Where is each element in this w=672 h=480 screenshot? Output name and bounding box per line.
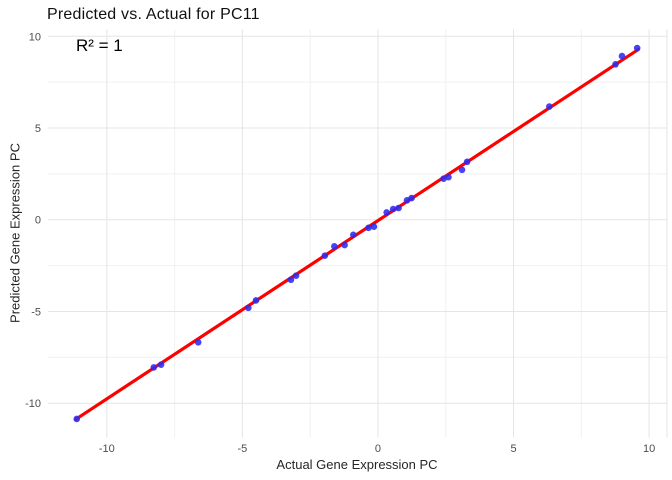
data-point (612, 61, 619, 68)
data-point (463, 158, 471, 166)
data-point (331, 243, 338, 250)
data-point (349, 231, 357, 239)
data-point (383, 209, 390, 216)
y-axis-title: Predicted Gene Expression PC (7, 143, 23, 323)
data-point (546, 103, 553, 110)
data-point (252, 297, 260, 304)
data-point (73, 415, 81, 423)
data-point (618, 52, 626, 60)
y-tick-label: 0 (35, 215, 41, 227)
y-tick-label: -10 (25, 398, 41, 410)
regression-line (74, 47, 640, 421)
y-tick-label: -5 (31, 306, 41, 318)
x-tick-label: 0 (375, 443, 381, 455)
data-point (194, 338, 202, 346)
chart-title: Predicted vs. Actual for PC11 (47, 6, 260, 23)
x-tick-label: -10 (99, 443, 115, 455)
r-squared-annotation: R² = 1 (76, 36, 123, 55)
data-point (458, 166, 466, 174)
data-point (365, 224, 372, 232)
x-tick-label: 10 (643, 443, 655, 455)
x-tick-label: -5 (238, 443, 248, 455)
data-point (292, 272, 300, 279)
y-tick-label: 5 (35, 123, 41, 135)
data-point (389, 205, 397, 213)
data-point (287, 276, 295, 284)
data-point (321, 252, 329, 259)
data-point (395, 204, 402, 212)
data-point (408, 194, 415, 202)
x-tick-label: 5 (510, 443, 516, 455)
data-point (157, 361, 165, 368)
y-tick-label: 10 (29, 31, 41, 43)
data-point (341, 241, 348, 249)
data-point (370, 223, 378, 231)
data-point (445, 173, 452, 181)
data-point (633, 44, 641, 52)
data-point (150, 364, 158, 371)
data-point (245, 304, 252, 312)
x-axis-title: Actual Gene Expression PC (276, 457, 438, 472)
